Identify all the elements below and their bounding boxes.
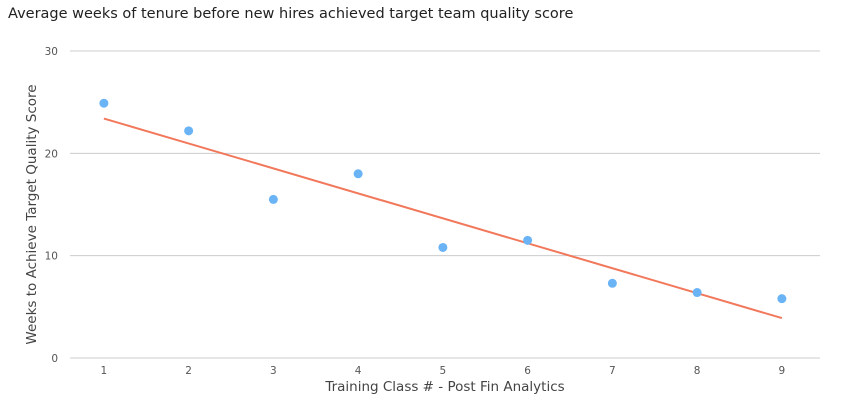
x-tick-label: 6: [524, 365, 531, 377]
y-tick-label: 30: [45, 46, 58, 58]
chart-title: Average weeks of tenure before new hires…: [8, 6, 574, 22]
x-axis-ticks: 1 2 3 4 5 6 7 8 9: [101, 365, 786, 377]
data-point: [523, 235, 533, 245]
data-point: [99, 98, 109, 108]
y-tick-label: 20: [45, 148, 58, 160]
x-tick-label: 4: [355, 365, 362, 377]
y-tick-label: 0: [51, 353, 58, 365]
x-tick-label: 7: [609, 365, 616, 377]
x-axis-title: Training Class # - Post Fin Analytics: [324, 379, 564, 395]
y-tick-label: 10: [45, 251, 58, 263]
data-point: [607, 278, 617, 288]
x-tick-label: 9: [779, 365, 786, 377]
x-tick-label: 5: [440, 365, 447, 377]
x-tick-label: 3: [270, 365, 277, 377]
data-point: [692, 288, 702, 298]
data-point: [268, 194, 278, 204]
data-point: [438, 242, 448, 252]
data-point: [777, 294, 787, 304]
data-point: [353, 169, 363, 179]
data-point: [184, 126, 194, 136]
x-tick-label: 8: [694, 365, 701, 377]
y-axis-ticks: 0 10 20 30: [45, 46, 58, 365]
x-tick-label: 1: [101, 365, 108, 377]
x-tick-label: 2: [185, 365, 192, 377]
trendline: [103, 117, 783, 320]
y-axis-title: Weeks to Achieve Target Quality Score: [24, 84, 40, 344]
data-points: [99, 98, 787, 304]
grid-layer: [70, 50, 820, 359]
